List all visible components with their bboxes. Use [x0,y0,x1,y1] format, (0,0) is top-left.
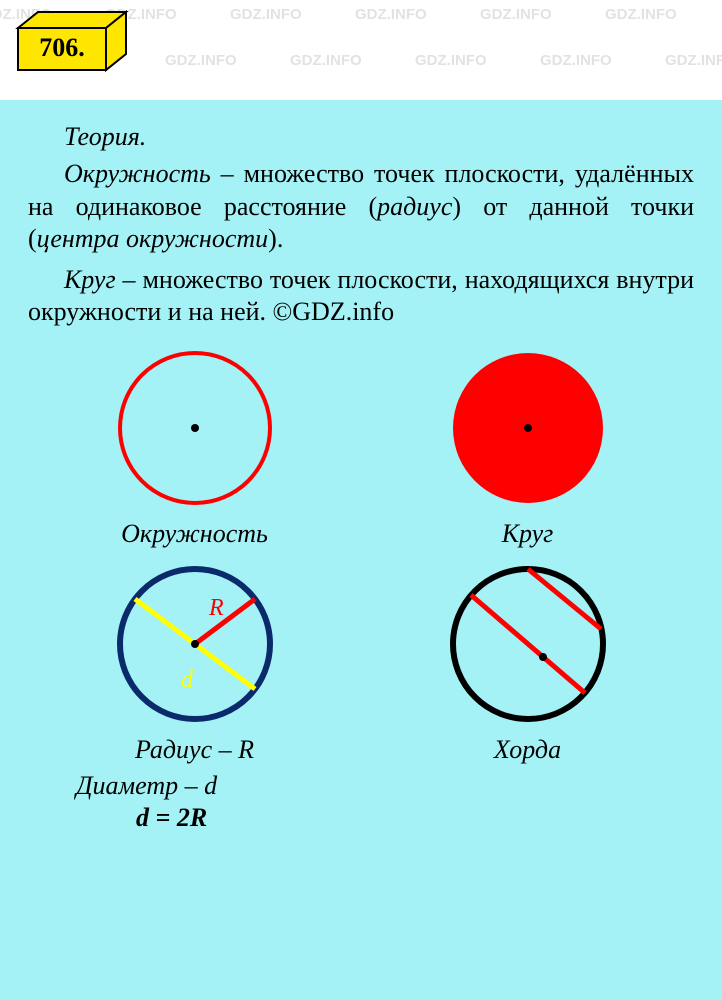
figure-chord [361,559,694,729]
figure-circle-filled: Круг [361,343,694,549]
svg-text:d: d [181,667,194,693]
formula-d-2r: d = 2R [136,803,694,833]
label-diameter: Диаметр – d [76,771,694,801]
label-radius: Радиус – R [135,735,254,765]
bottom-labels: Диаметр – d d = 2R [28,771,694,833]
theory-paragraph-1: Окружность – множество точек плоскости, … [28,158,694,256]
label-chord: Хорда [494,735,561,765]
theory-title: Теория. [28,122,694,152]
svg-text:706.: 706. [39,33,85,62]
figures-grid: Окружность Круг R d [28,343,694,833]
label-circle-outline: Окружность [121,519,268,549]
theory-paragraph-2: Круг – множество точек плоскости, находя… [28,264,694,329]
term-circle: Окружность [64,159,211,188]
figure-radius-diameter: R d [28,559,361,729]
term-radius: радиус [377,192,452,221]
term-disk: Круг [64,265,116,294]
term-center: центра окружности [37,224,268,253]
exercise-badge: 706. [14,8,134,79]
label-circle-filled: Круг [502,519,554,549]
content-panel: Теория. Окружность – множество точек пло… [0,100,722,1000]
svg-text:R: R [208,595,224,621]
figure-circle-outline: Окружность [28,343,361,549]
